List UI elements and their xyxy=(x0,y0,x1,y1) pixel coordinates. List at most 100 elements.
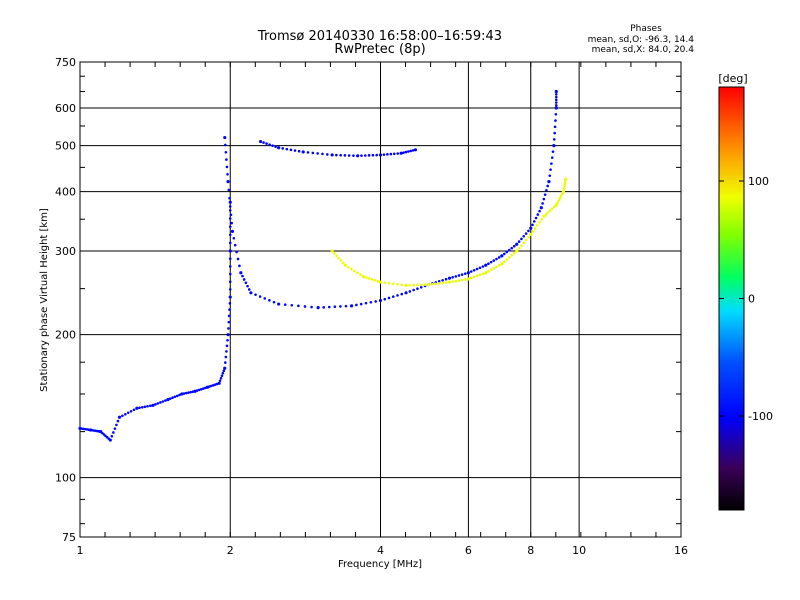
data-point xyxy=(221,371,225,375)
data-point xyxy=(376,279,379,283)
data-point xyxy=(226,338,229,342)
data-point xyxy=(408,283,412,287)
data-point xyxy=(463,272,467,275)
data-point xyxy=(413,148,418,152)
data-point xyxy=(396,294,399,297)
data-point xyxy=(387,281,391,285)
data-point xyxy=(396,282,399,286)
data-point xyxy=(451,275,454,279)
data-point xyxy=(554,92,558,96)
data-point xyxy=(412,288,415,292)
data-point xyxy=(228,280,232,284)
data-point xyxy=(225,165,229,169)
data-point xyxy=(463,278,467,281)
data-point xyxy=(227,188,231,192)
data-point xyxy=(369,300,373,304)
data-point xyxy=(554,95,558,99)
data-point xyxy=(540,218,544,221)
data-point xyxy=(532,220,536,223)
data-point xyxy=(228,302,232,305)
data-point xyxy=(228,200,232,204)
data-point xyxy=(416,283,419,287)
data-point xyxy=(223,135,227,140)
data-point xyxy=(423,283,427,286)
data-point xyxy=(228,233,232,237)
data-point xyxy=(227,314,231,318)
data-point xyxy=(330,153,334,157)
data-point xyxy=(515,249,519,253)
data-point xyxy=(510,253,514,257)
data-point xyxy=(360,154,363,157)
data-point xyxy=(364,301,368,305)
data-point xyxy=(524,238,528,242)
data-point xyxy=(226,333,230,337)
data-point xyxy=(561,190,565,194)
data-point xyxy=(293,149,297,152)
data-point xyxy=(457,279,461,282)
data-point xyxy=(297,304,300,308)
stats-title: Phases xyxy=(630,24,662,34)
data-point xyxy=(454,279,458,283)
data-point xyxy=(277,146,281,150)
data-point xyxy=(489,260,493,264)
data-point xyxy=(378,280,383,284)
data-point xyxy=(289,148,293,152)
data-point xyxy=(138,406,141,410)
data-point xyxy=(268,143,271,146)
data-point xyxy=(531,223,534,227)
data-point xyxy=(230,221,233,225)
colorbar-label: [deg] xyxy=(718,72,747,85)
data-point xyxy=(224,355,228,359)
data-point xyxy=(554,119,557,122)
data-point xyxy=(505,250,509,254)
data-point xyxy=(522,234,526,238)
data-point xyxy=(161,400,165,403)
data-point xyxy=(552,205,556,209)
data-point xyxy=(359,273,362,277)
data-point xyxy=(184,391,188,395)
data-point xyxy=(210,384,213,388)
data-point xyxy=(242,278,246,281)
data-point xyxy=(441,281,444,285)
data-point xyxy=(228,295,232,299)
data-point xyxy=(201,387,205,390)
y-tick-labels: 75 100 200 300 400 500 600 750 xyxy=(55,56,76,544)
data-point xyxy=(541,202,544,205)
x-axis-label: Frequency [MHz] xyxy=(338,559,422,570)
data-point xyxy=(343,263,347,267)
data-point xyxy=(487,269,490,273)
data-point xyxy=(246,284,249,288)
data-point xyxy=(310,305,313,309)
data-point xyxy=(517,246,521,250)
data-point xyxy=(337,256,341,260)
data-point xyxy=(227,320,231,324)
data-point xyxy=(322,306,326,309)
stats-o-mode: mean, sd,O: -96.3, 14.4 xyxy=(588,35,695,45)
data-point xyxy=(168,397,172,400)
data-point xyxy=(481,265,485,268)
data-point xyxy=(238,264,241,268)
data-point xyxy=(217,381,221,385)
data-point xyxy=(143,405,147,409)
data-point xyxy=(283,303,287,306)
data-point xyxy=(228,288,232,291)
data-point xyxy=(419,283,423,287)
data-point xyxy=(497,256,501,259)
data-point xyxy=(495,265,498,269)
data-point xyxy=(339,259,343,262)
data-point xyxy=(268,298,271,302)
data-point xyxy=(457,274,461,277)
data-point xyxy=(180,392,184,396)
data-point xyxy=(475,267,479,271)
data-point xyxy=(389,152,393,156)
data-point xyxy=(113,427,117,430)
data-point xyxy=(552,144,556,148)
data-point xyxy=(554,101,558,104)
data-point xyxy=(562,186,566,189)
data-point xyxy=(235,250,238,254)
data-point xyxy=(316,152,319,155)
data-point xyxy=(550,207,554,211)
data-point xyxy=(520,244,523,247)
colorbar-tick-label: 100 xyxy=(748,175,769,188)
